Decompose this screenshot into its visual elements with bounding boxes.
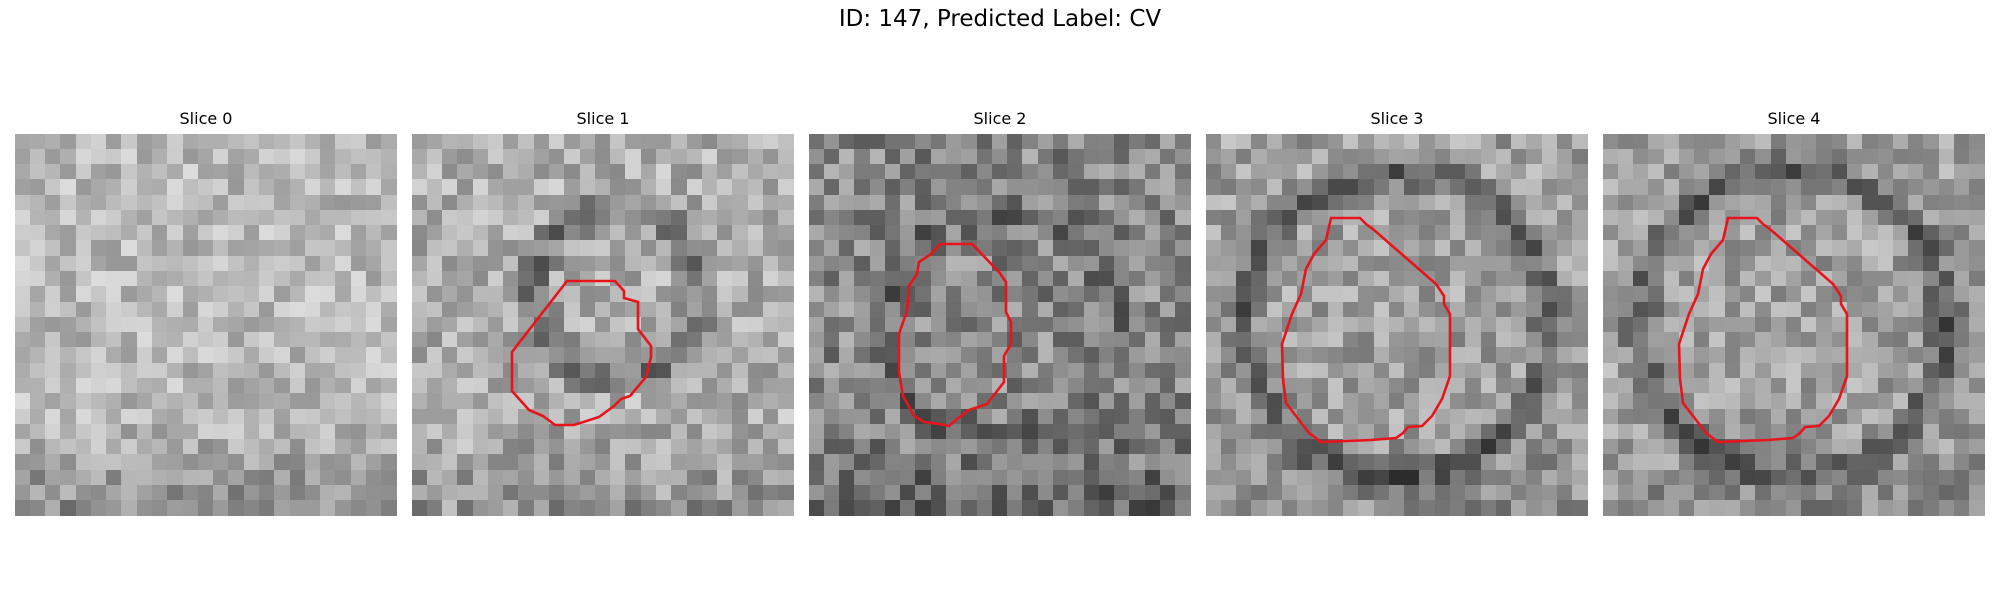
slice-pixels-4 xyxy=(1603,134,1985,516)
slice-image-4 xyxy=(1603,134,1985,516)
slice-title-4: Slice 4 xyxy=(1767,109,1821,128)
slice-title-1: Slice 1 xyxy=(576,109,630,128)
slice-image-0 xyxy=(15,134,397,516)
contour-outline-2 xyxy=(897,242,1013,428)
slice-pixels-0 xyxy=(15,134,397,516)
contour-overlay-1 xyxy=(510,279,653,427)
contour-overlay-4 xyxy=(1677,216,1849,444)
slice-title-3: Slice 3 xyxy=(1370,109,1424,128)
slice-panel-1: Slice 1 xyxy=(412,108,794,516)
contour-outline-3 xyxy=(1280,216,1452,444)
slice-panel-3: Slice 3 xyxy=(1206,108,1588,516)
slice-title-0: Slice 0 xyxy=(179,109,233,128)
slice-panel-2: Slice 2 xyxy=(809,108,1191,516)
contour-overlay-3 xyxy=(1280,216,1452,444)
slice-title-2: Slice 2 xyxy=(973,109,1027,128)
slice-panel-0: Slice 0 xyxy=(15,108,397,516)
contour-outline-4 xyxy=(1677,216,1849,444)
slice-pixels-3 xyxy=(1206,134,1588,516)
slice-image-1 xyxy=(412,134,794,516)
figure-title: ID: 147, Predicted Label: CV xyxy=(838,6,1162,32)
contour-overlay-2 xyxy=(897,242,1013,428)
slice-image-2 xyxy=(809,134,1191,516)
slice-pixels-1 xyxy=(412,134,794,516)
slice-pixels-2 xyxy=(809,134,1191,516)
slice-image-3 xyxy=(1206,134,1588,516)
contour-outline-1 xyxy=(510,279,653,427)
slice-panel-4: Slice 4 xyxy=(1603,108,1985,516)
